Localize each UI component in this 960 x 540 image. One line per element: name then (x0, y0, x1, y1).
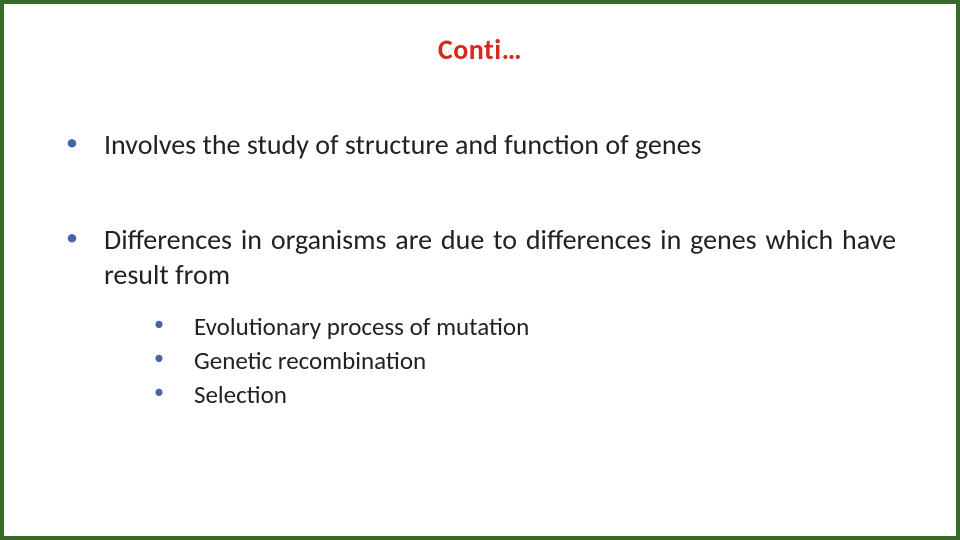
slide-frame: Conti…•Involves the study of structure a… (0, 0, 960, 540)
sub-list: •Evolutionary process of mutation•Geneti… (152, 310, 896, 411)
list-item-body: Involves the study of structure and func… (104, 127, 896, 162)
list-item-text: Involves the study of structure and func… (104, 127, 896, 162)
list-item: •Differences in organisms are due to dif… (64, 222, 896, 411)
bullet-icon: • (64, 127, 104, 159)
bullet-icon: • (152, 310, 194, 339)
sub-list-item-text: Selection (194, 378, 896, 412)
list-item-text: Differences in organisms are due to diff… (104, 222, 896, 292)
sub-list-item-text: Genetic recombination (194, 344, 896, 378)
sub-list-item-text: Evolutionary process of mutation (194, 310, 896, 344)
sub-list-item: •Evolutionary process of mutation (152, 310, 896, 344)
list-item-body: Differences in organisms are due to diff… (104, 222, 896, 411)
bullet-icon: • (64, 222, 104, 254)
list-item: •Involves the study of structure and fun… (64, 127, 896, 162)
sub-list-item: •Selection (152, 378, 896, 412)
bullet-icon: • (152, 344, 194, 373)
sub-list-item: •Genetic recombination (152, 344, 896, 378)
bullet-icon: • (152, 378, 194, 407)
slide-title: Conti… (64, 32, 896, 67)
